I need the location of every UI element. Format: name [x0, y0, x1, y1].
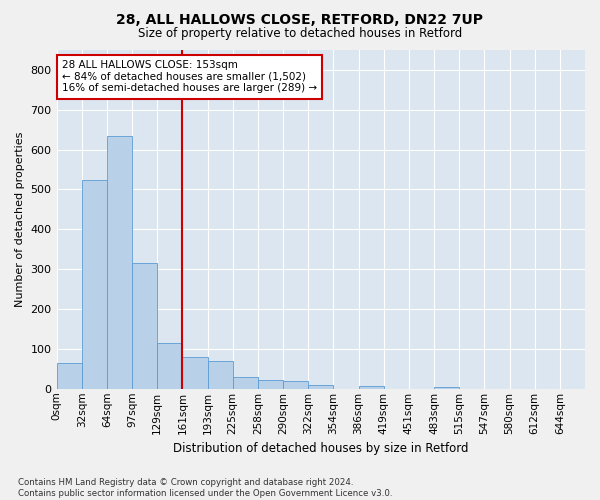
Bar: [182, 357, 208, 389]
Text: Contains HM Land Registry data © Crown copyright and database right 2024.
Contai: Contains HM Land Registry data © Crown c…: [18, 478, 392, 498]
Bar: [157, 343, 182, 389]
Bar: [258, 380, 283, 389]
Bar: [107, 136, 132, 389]
Text: Size of property relative to detached houses in Retford: Size of property relative to detached ho…: [138, 28, 462, 40]
Text: 28 ALL HALLOWS CLOSE: 153sqm
← 84% of detached houses are smaller (1,502)
16% of: 28 ALL HALLOWS CLOSE: 153sqm ← 84% of de…: [62, 60, 317, 94]
Bar: [359, 386, 383, 389]
Bar: [434, 387, 459, 389]
Bar: [56, 363, 82, 389]
Bar: [208, 361, 233, 389]
Bar: [82, 180, 107, 389]
Bar: [283, 381, 308, 389]
Bar: [308, 385, 334, 389]
Bar: [233, 377, 258, 389]
Text: 28, ALL HALLOWS CLOSE, RETFORD, DN22 7UP: 28, ALL HALLOWS CLOSE, RETFORD, DN22 7UP: [116, 12, 484, 26]
Y-axis label: Number of detached properties: Number of detached properties: [15, 132, 25, 307]
Bar: [132, 263, 157, 389]
X-axis label: Distribution of detached houses by size in Retford: Distribution of detached houses by size …: [173, 442, 469, 455]
